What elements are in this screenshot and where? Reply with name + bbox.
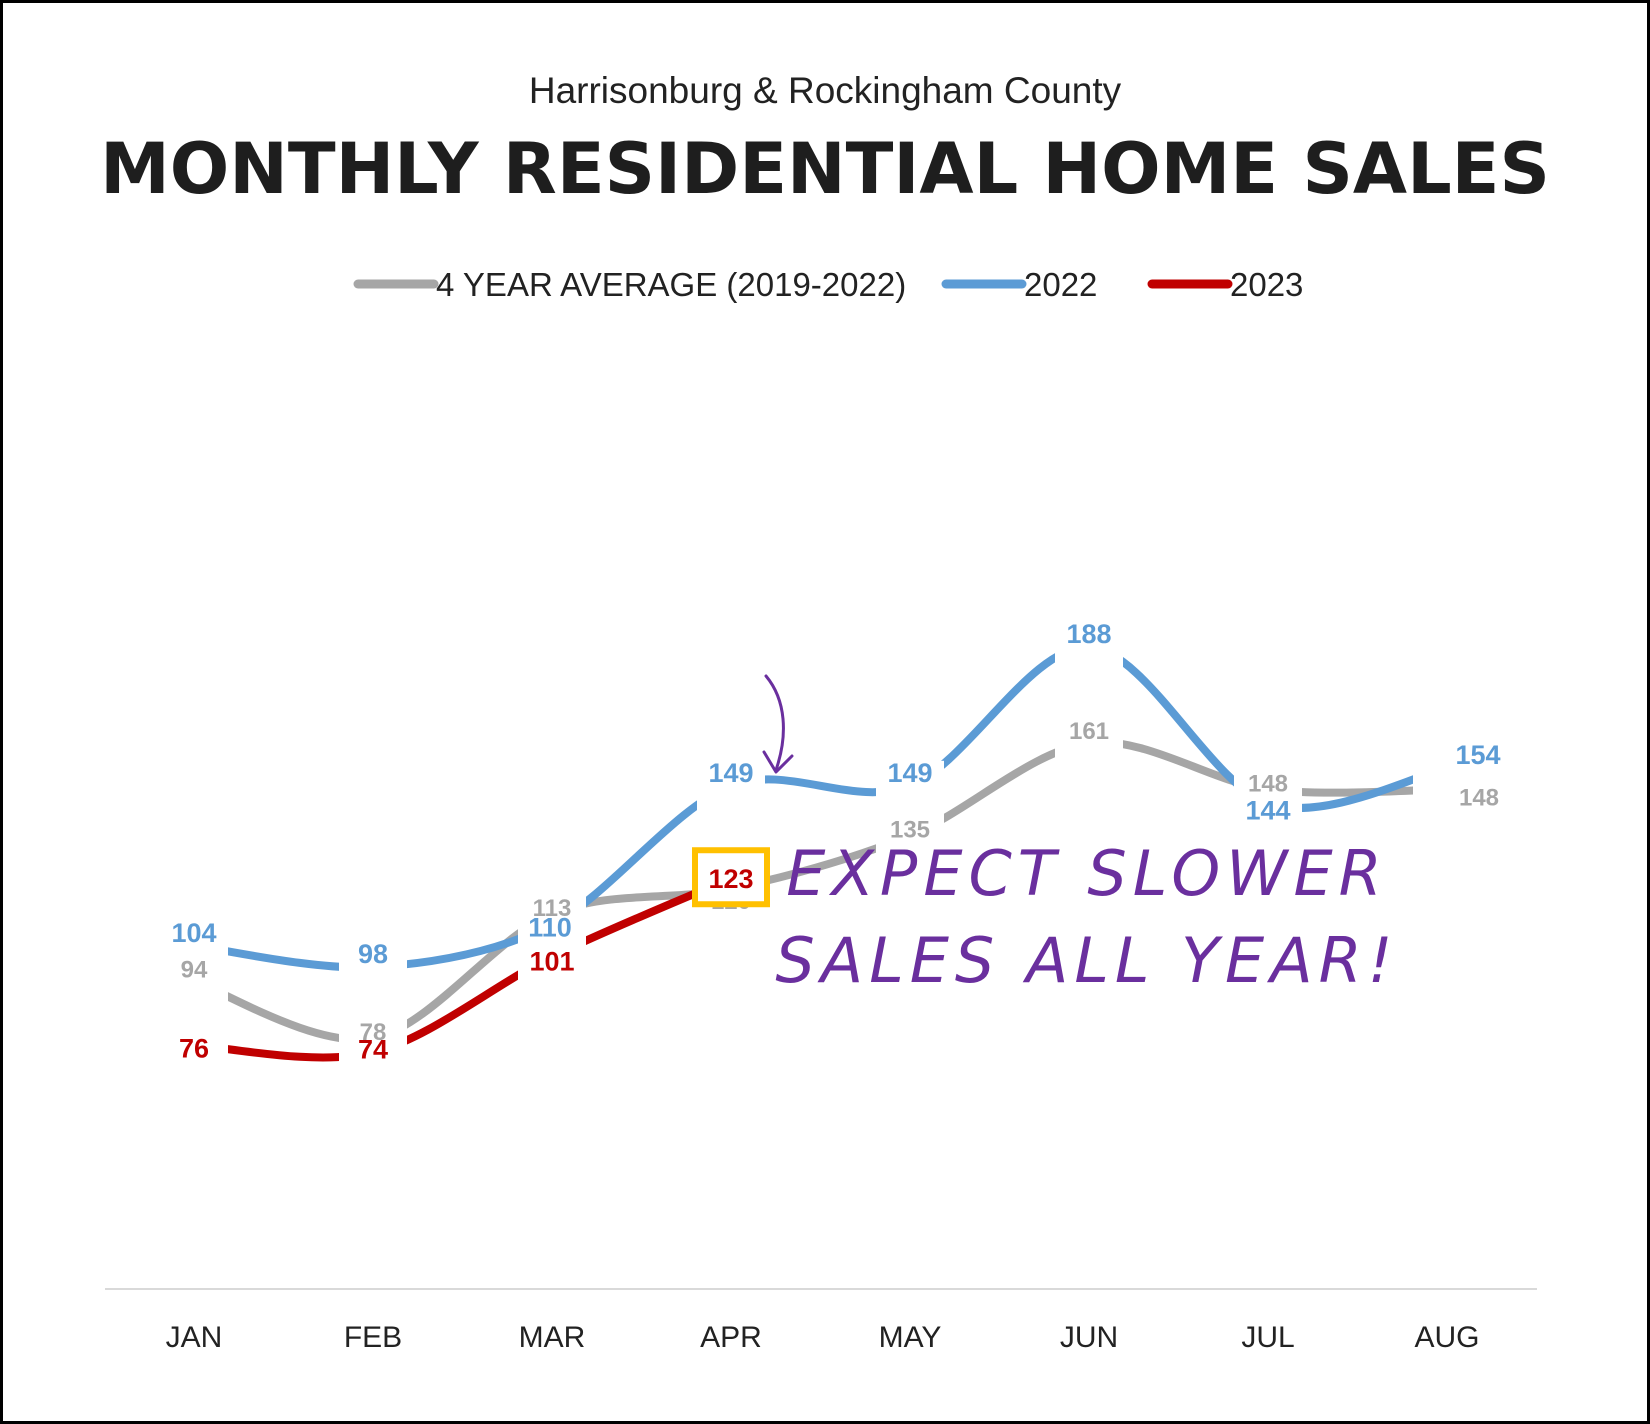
highlight-box (692, 847, 770, 908)
data-label-2022-may: 149 (887, 758, 932, 788)
series-line-2023 (190, 874, 735, 1062)
x-axis-ticks: JAN FEB MAR APR MAY JUN JUL AUG (166, 1321, 1480, 1354)
chart-subtitle: Harrisonburg & Rockingham County (528, 70, 1122, 111)
data-labels: 9478113120135161148148104981101491491881… (171, 619, 1500, 1064)
annotation-line-2: SALES ALL YEAR! (775, 924, 1398, 997)
data-label-2022-mar: 110 (528, 912, 572, 942)
data-label-4-year-average-2019-2022-jun: 161 (1069, 718, 1109, 745)
legend-label-4-year-average-2019-2022: 4 YEAR AVERAGE (2019-2022) (436, 266, 906, 303)
annotation-arrow (764, 674, 785, 772)
series-lines (190, 643, 1451, 1062)
x-tick-jan: JAN (166, 1321, 223, 1354)
x-tick-mar: MAR (519, 1321, 586, 1354)
x-tick-may: MAY (879, 1321, 942, 1354)
legend: 4 YEAR AVERAGE (2019-2022) 2022 2023 (353, 266, 1303, 303)
data-label-4-year-average-2019-2022-aug: 148 (1459, 784, 1499, 811)
data-label-2022-feb: 98 (358, 939, 388, 969)
legend-label-2023: 2023 (1230, 266, 1303, 303)
data-label-2022-apr: 149 (708, 758, 753, 788)
data-label-2023-jan: 76 (179, 1033, 209, 1063)
annotation-line-1: EXPECT SLOWER (786, 837, 1387, 910)
data-label-2022-jun: 188 (1066, 619, 1111, 649)
x-tick-jul: JUL (1241, 1321, 1294, 1354)
data-label-2022-aug: 154 (1455, 740, 1500, 770)
annotation: EXPECT SLOWER SALES ALL YEAR! (762, 674, 1398, 997)
x-tick-feb: FEB (344, 1321, 402, 1354)
data-label-2023-feb: 74 (358, 1034, 388, 1064)
data-label-4-year-average-2019-2022-jul: 148 (1248, 770, 1288, 797)
x-tick-aug: AUG (1414, 1321, 1479, 1354)
chart-title: MONTHLY RESIDENTIAL HOME SALES (100, 128, 1550, 210)
series-line-2022 (190, 643, 1451, 972)
legend-label-2022: 2022 (1024, 266, 1097, 303)
data-label-2022-jul: 144 (1245, 796, 1290, 826)
data-label-4-year-average-2019-2022-may: 135 (890, 817, 930, 844)
data-label-4-year-average-2019-2022-feb: 78 (360, 1019, 387, 1046)
x-tick-jun: JUN (1060, 1321, 1118, 1354)
x-tick-apr: APR (700, 1321, 762, 1354)
data-label-2023-apr: 123 (708, 864, 753, 894)
data-label-2023-mar: 101 (529, 946, 574, 976)
data-label-2022-jan: 104 (171, 918, 216, 948)
data-label-4-year-average-2019-2022-jan: 94 (181, 956, 208, 983)
annotation-arrow-head (762, 750, 794, 774)
data-label-4-year-average-2019-2022-mar: 113 (533, 895, 572, 922)
